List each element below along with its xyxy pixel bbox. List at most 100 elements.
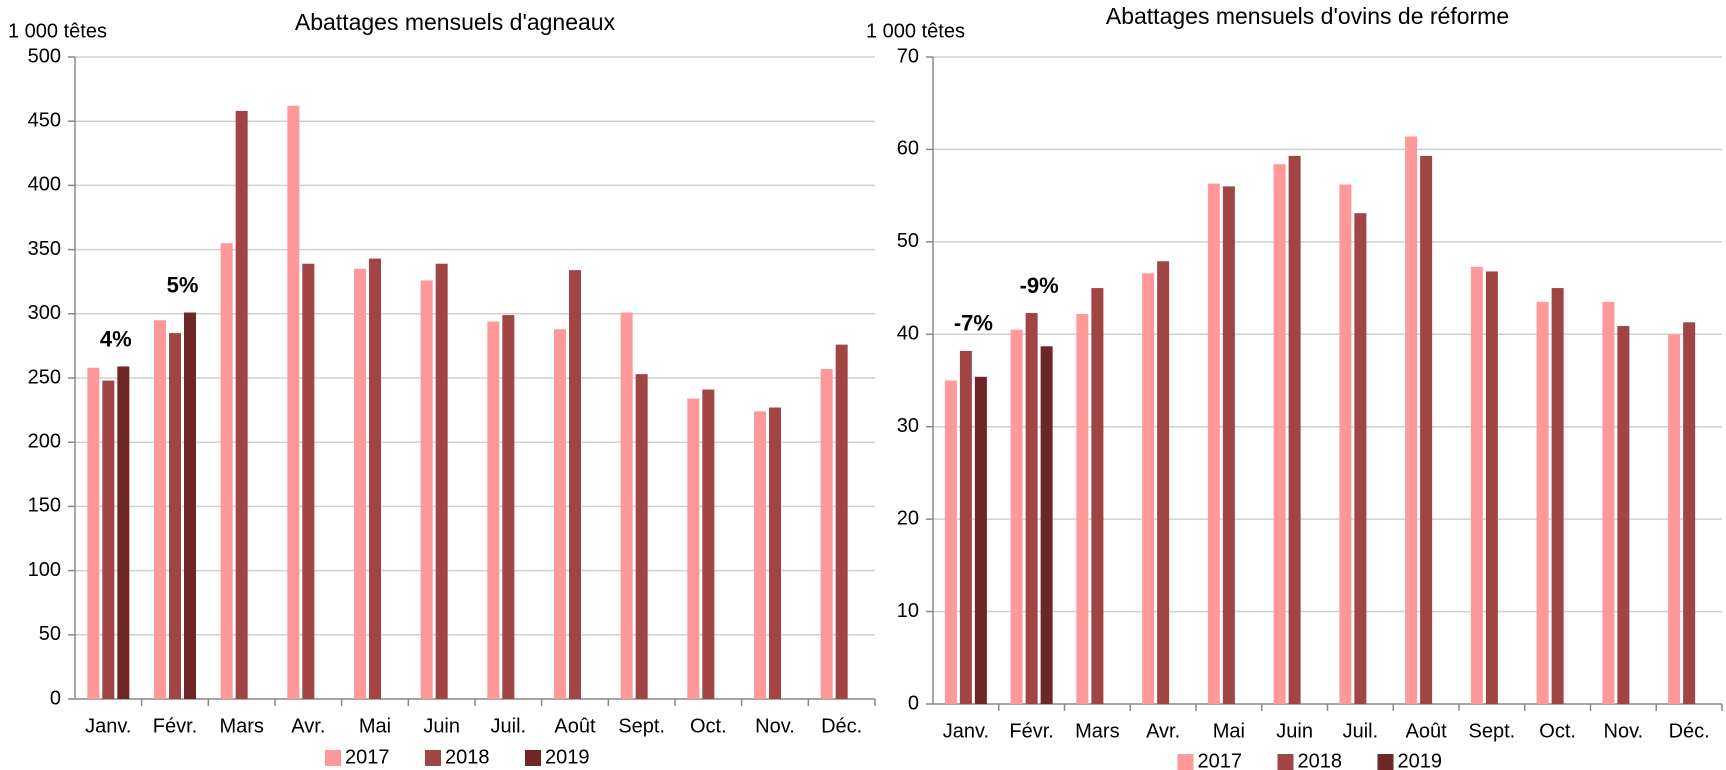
bar: [959, 350, 972, 704]
y-tick-label: 50: [897, 230, 919, 252]
legend-swatch: [1277, 754, 1294, 770]
annotation: 4%: [100, 326, 132, 351]
bar: [1668, 334, 1681, 704]
bar: [287, 105, 300, 700]
bar: [1354, 213, 1367, 704]
x-tick-label: Juin: [423, 715, 460, 737]
bar: [369, 258, 381, 699]
bar: [769, 407, 781, 699]
y-axis-label: 1 000 têtes: [866, 20, 965, 42]
x-tick-label: Mai: [1213, 720, 1245, 742]
bar: [620, 312, 633, 699]
bar: [102, 380, 115, 699]
y-tick-label: 350: [28, 238, 61, 260]
bar: [1222, 186, 1235, 704]
annotation: 5%: [167, 272, 199, 297]
y-tick-label: 500: [28, 45, 61, 67]
y-tick-label: 100: [28, 559, 61, 581]
x-tick-label: Nov.: [1604, 720, 1644, 742]
bar: [154, 320, 166, 699]
bar: [487, 321, 500, 699]
bar: [1339, 184, 1352, 705]
legend-swatch: [1177, 754, 1194, 770]
bar: [87, 367, 100, 699]
bar: [1617, 325, 1630, 704]
x-tick-label: Avr.: [291, 715, 325, 737]
x-tick-label: Août: [1406, 720, 1448, 742]
annotation: -7%: [954, 311, 993, 336]
bar: [1076, 313, 1089, 704]
bar: [835, 344, 848, 699]
bar: [820, 369, 833, 699]
annotation: -9%: [1020, 273, 1059, 298]
x-tick-label: Déc.: [821, 715, 862, 737]
x-tick-label: Févr.: [1009, 720, 1053, 742]
x-tick-label: Août: [554, 715, 596, 737]
bar: [1602, 301, 1615, 704]
bar: [687, 398, 700, 699]
bar: [184, 312, 196, 699]
x-tick-label: Juil.: [1343, 720, 1379, 742]
y-tick-label: 0: [908, 692, 919, 714]
bar: [1142, 273, 1155, 704]
y-tick-label: 400: [28, 174, 61, 196]
y-tick-label: 70: [897, 45, 919, 67]
y-tick-label: 0: [50, 687, 61, 709]
legend-swatch: [325, 750, 341, 766]
legend-swatch: [425, 750, 441, 766]
x-tick-label: Juin: [1276, 720, 1313, 742]
bar: [1040, 346, 1053, 704]
bar: [302, 263, 315, 699]
bar: [354, 268, 366, 699]
bar: [1091, 288, 1104, 704]
bar: [435, 263, 448, 699]
x-tick-label: Déc.: [1669, 720, 1710, 742]
bar: [1025, 313, 1038, 704]
bar: [554, 329, 566, 699]
x-tick-label: Janv.: [943, 720, 989, 742]
bar: [117, 366, 130, 699]
legend-label: 2017: [1198, 750, 1243, 770]
bar: [754, 411, 766, 699]
x-tick-label: Sept.: [618, 715, 665, 737]
bar: [635, 374, 648, 699]
bar: [1157, 261, 1170, 704]
y-axis-label: 1 000 têtes: [8, 20, 107, 42]
legend-label: 2019: [1398, 750, 1443, 770]
x-tick-label: Févr.: [153, 715, 197, 737]
y-tick-label: 20: [897, 507, 919, 529]
y-tick-label: 30: [897, 415, 919, 437]
chart-title: Abattages mensuels d'agneaux: [295, 9, 616, 35]
legend-swatch: [1377, 754, 1394, 770]
x-tick-label: Mars: [1075, 720, 1119, 742]
bar: [569, 270, 581, 699]
bar: [1010, 329, 1023, 704]
bar: [1551, 288, 1564, 704]
bar: [1470, 266, 1483, 704]
bar: [502, 315, 515, 699]
bar: [1420, 155, 1433, 705]
bar: [974, 376, 987, 704]
y-tick-label: 200: [28, 430, 61, 452]
x-tick-label: Nov.: [755, 715, 795, 737]
y-tick-label: 450: [28, 109, 61, 131]
x-tick-label: Mars: [219, 715, 263, 737]
bar: [420, 280, 433, 699]
x-tick-label: Sept.: [1469, 720, 1516, 742]
bar: [944, 380, 957, 704]
legend-label: 2018: [445, 746, 490, 768]
bar: [1683, 322, 1696, 704]
y-tick-label: 40: [897, 323, 919, 345]
bar: [169, 333, 181, 699]
bar: [220, 243, 233, 699]
y-tick-label: 10: [897, 600, 919, 622]
bar: [235, 110, 248, 700]
y-tick-label: 250: [28, 366, 61, 388]
y-tick-label: 150: [28, 495, 61, 517]
chart-title: Abattages mensuels d'ovins de réforme: [1106, 3, 1509, 29]
bar: [1405, 136, 1418, 704]
x-tick-label: Juil.: [491, 715, 527, 737]
legend-label: 2018: [1298, 750, 1343, 770]
legend-swatch: [525, 750, 541, 766]
